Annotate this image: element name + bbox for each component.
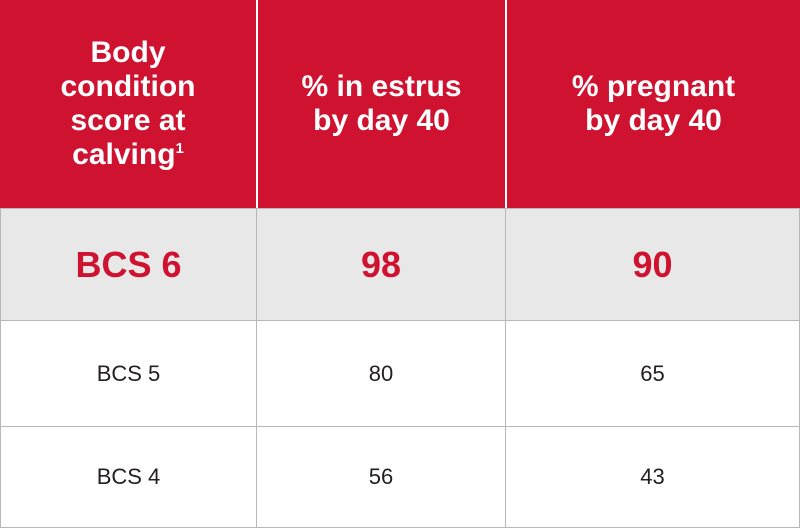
row-bcs4-score: BCS 4 — [0, 427, 256, 528]
row-bcs6-score: BCS 6 — [0, 208, 256, 321]
row-bcs4-estrus: 56 — [256, 427, 505, 528]
header-estrus: % in estrus by day 40 — [256, 0, 505, 208]
row-bcs5-pregnant: 65 — [505, 321, 800, 427]
header-col3-text: % pregnant by day 40 — [571, 70, 736, 137]
row-bcs4-pregnant: 43 — [505, 427, 800, 528]
row-bcs6-pregnant: 90 — [505, 208, 800, 321]
row-bcs5-score: BCS 5 — [0, 321, 256, 427]
header-col2-text: % in estrus by day 40 — [301, 70, 462, 137]
row-bcs5-estrus: 80 — [256, 321, 505, 427]
header-pregnant: % pregnant by day 40 — [505, 0, 800, 208]
row-bcs6-estrus: 98 — [256, 208, 505, 321]
footnote-marker: 1 — [175, 140, 184, 157]
header-body-condition-score: Body condition score at calving1 — [0, 0, 256, 208]
header-col1-text: Body condition score at calving — [60, 36, 196, 171]
